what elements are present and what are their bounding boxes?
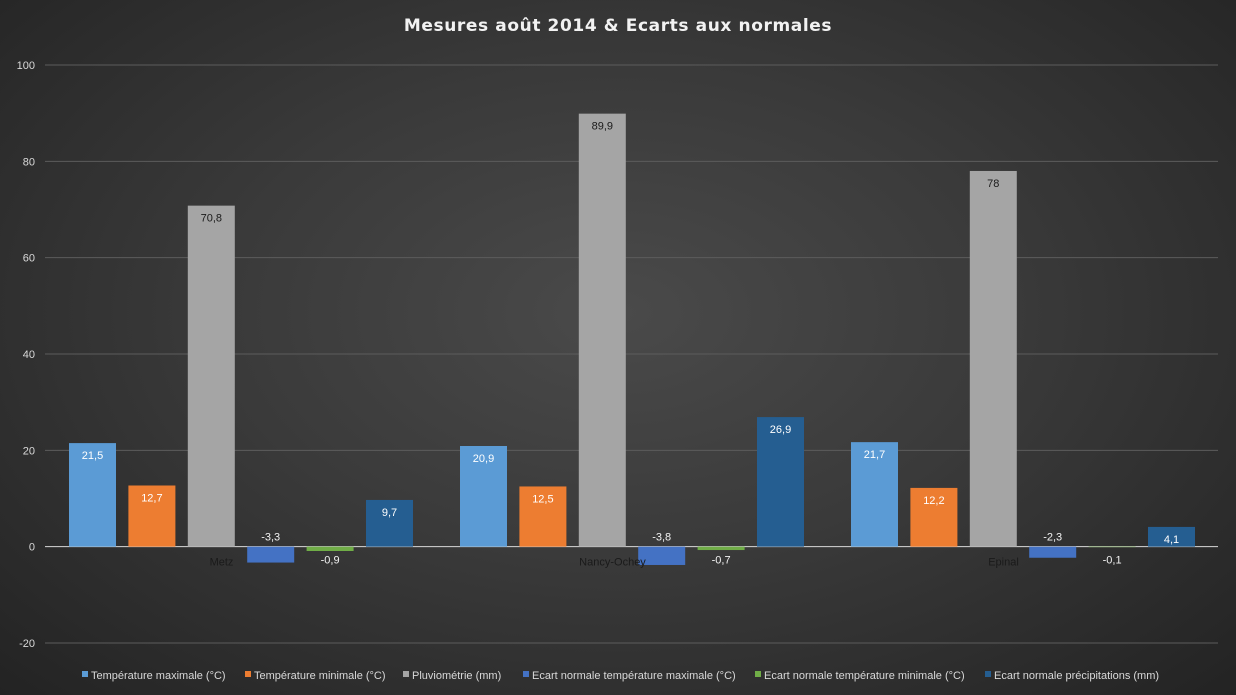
legend-entry: Température maximale (°C)	[91, 670, 226, 682]
bar	[969, 170, 1017, 547]
data-label: -0,7	[712, 555, 731, 567]
legend-swatch	[82, 671, 88, 677]
y-tick-label: -20	[19, 638, 35, 650]
data-label: 89,9	[592, 121, 613, 133]
legend-swatch	[245, 671, 251, 677]
legend-entry: Ecart normale température maximale (°C)	[532, 670, 736, 682]
y-axis-ticks: -20 0 20 40 60 80 100	[17, 60, 35, 650]
bar	[128, 485, 176, 547]
data-label: 78	[987, 178, 999, 190]
y-tick-label: 60	[23, 253, 35, 265]
bar	[757, 417, 804, 547]
y-tick-label: 40	[23, 349, 35, 361]
gridlines	[45, 64, 1218, 644]
bar	[247, 546, 295, 563]
legend-swatch	[403, 671, 409, 677]
data-label: 21,5	[82, 450, 103, 462]
bars	[69, 113, 1195, 565]
y-tick-label: 100	[17, 60, 35, 72]
legend-swatch	[755, 671, 761, 677]
legend-swatch	[523, 671, 529, 677]
data-label: 12,5	[532, 493, 553, 505]
data-label: -3,3	[261, 532, 280, 544]
data-label: -0,1	[1103, 555, 1122, 567]
data-label: 4,1	[1164, 534, 1179, 546]
bar	[851, 442, 898, 547]
y-tick-label: 0	[29, 542, 35, 554]
y-tick-label: 20	[23, 445, 35, 457]
data-label: 26,9	[770, 424, 791, 436]
y-tick-label: 80	[23, 156, 35, 168]
data-label: -3,8	[652, 532, 671, 544]
legend: Température maximale (°C) Température min…	[82, 670, 1159, 682]
bar	[578, 113, 626, 547]
legend-entry: Pluviométrie (mm)	[412, 670, 501, 682]
bar	[187, 205, 235, 547]
bar	[366, 499, 413, 547]
data-label: 21,7	[864, 449, 885, 461]
legend-entry: Température minimale (°C)	[254, 670, 386, 682]
bar	[306, 546, 354, 552]
category-label: Nancy-Ochey	[579, 557, 646, 569]
category-label: Epinal	[988, 557, 1019, 569]
data-label: 12,7	[141, 492, 162, 504]
bar	[910, 487, 958, 547]
bar	[1148, 526, 1195, 547]
legend-entry: Ecart normale température minimale (°C)	[764, 670, 965, 682]
bar	[697, 546, 745, 551]
data-label: 70,8	[201, 213, 222, 225]
bar	[460, 445, 507, 547]
category-label: Metz	[210, 557, 234, 569]
data-label: 9,7	[382, 507, 397, 519]
legend-entry: Ecart normale précipitations (mm)	[994, 670, 1159, 682]
data-label: -0,9	[321, 555, 340, 567]
bar	[519, 486, 567, 547]
data-label: -2,3	[1043, 532, 1062, 544]
bar	[638, 546, 686, 565]
data-label: 12,2	[923, 495, 944, 507]
chart-title: Mesures août 2014 & Ecarts aux normales	[404, 16, 832, 36]
data-label: 20,9	[473, 453, 494, 465]
bar	[69, 443, 116, 547]
data-labels: 21,5 12,7 70,8 -3,3 -0,9 9,7 20,9 12,5 89,9 -3,8 -…	[82, 121, 1179, 567]
bar	[1029, 546, 1077, 558]
legend-swatch	[985, 671, 991, 677]
category-labels: Metz Nancy-Ochey Epinal	[210, 557, 1019, 569]
